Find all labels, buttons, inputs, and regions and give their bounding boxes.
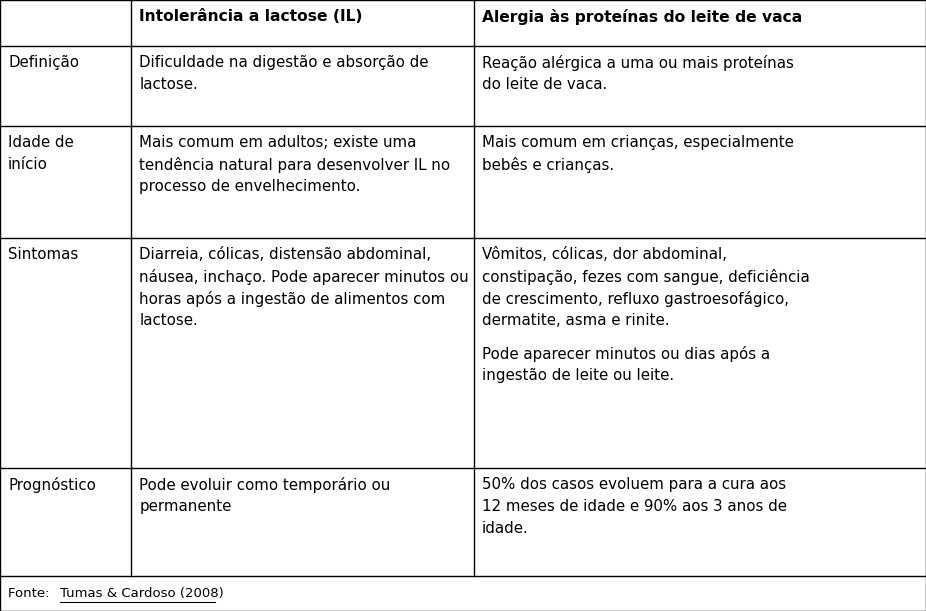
Text: Sintomas: Sintomas bbox=[8, 247, 79, 262]
Text: bebês e crianças.: bebês e crianças. bbox=[482, 157, 614, 173]
Text: Intolerância a lactose (IL): Intolerância a lactose (IL) bbox=[140, 9, 363, 24]
Text: lactose.: lactose. bbox=[140, 313, 198, 328]
Text: Fonte:: Fonte: bbox=[8, 587, 58, 600]
Text: Mais comum em crianças, especialmente: Mais comum em crianças, especialmente bbox=[482, 135, 794, 150]
Text: do leite de vaca.: do leite de vaca. bbox=[482, 77, 607, 92]
Text: Definição: Definição bbox=[8, 55, 79, 70]
Text: Mais comum em adultos; existe uma: Mais comum em adultos; existe uma bbox=[140, 135, 417, 150]
Text: Prognóstico: Prognóstico bbox=[8, 477, 96, 493]
Text: Dificuldade na digestão e absorção de: Dificuldade na digestão e absorção de bbox=[140, 55, 429, 70]
Text: Pode aparecer minutos ou dias após a: Pode aparecer minutos ou dias após a bbox=[482, 346, 770, 362]
Text: Reação alérgica a uma ou mais proteínas: Reação alérgica a uma ou mais proteínas bbox=[482, 55, 794, 71]
Text: idade.: idade. bbox=[482, 521, 529, 536]
Text: processo de envelhecimento.: processo de envelhecimento. bbox=[140, 179, 361, 194]
Text: 12 meses de idade e 90% aos 3 anos de: 12 meses de idade e 90% aos 3 anos de bbox=[482, 499, 787, 514]
Text: lactose.: lactose. bbox=[140, 77, 198, 92]
Text: Tumas & Cardoso (2008): Tumas & Cardoso (2008) bbox=[60, 587, 224, 600]
Text: constipação, fezes com sangue, deficiência: constipação, fezes com sangue, deficiênc… bbox=[482, 269, 810, 285]
Text: Idade de: Idade de bbox=[8, 135, 74, 150]
Text: tendência natural para desenvolver IL no: tendência natural para desenvolver IL no bbox=[140, 157, 451, 173]
Text: 50% dos casos evoluem para a cura aos: 50% dos casos evoluem para a cura aos bbox=[482, 477, 786, 492]
Text: início: início bbox=[8, 157, 48, 172]
Text: dermatite, asma e rinite.: dermatite, asma e rinite. bbox=[482, 313, 669, 328]
Text: permanente: permanente bbox=[140, 499, 232, 514]
Text: Pode evoluir como temporário ou: Pode evoluir como temporário ou bbox=[140, 477, 391, 493]
Text: Diarreia, cólicas, distensão abdominal,: Diarreia, cólicas, distensão abdominal, bbox=[140, 247, 432, 262]
Text: horas após a ingestão de alimentos com: horas após a ingestão de alimentos com bbox=[140, 291, 445, 307]
Text: de crescimento, refluxo gastroesofágico,: de crescimento, refluxo gastroesofágico, bbox=[482, 291, 789, 307]
Text: ingestão de leite ou leite.: ingestão de leite ou leite. bbox=[482, 368, 674, 383]
Text: náusea, inchaço. Pode aparecer minutos ou: náusea, inchaço. Pode aparecer minutos o… bbox=[140, 269, 469, 285]
Text: Alergia às proteínas do leite de vaca: Alergia às proteínas do leite de vaca bbox=[482, 9, 802, 25]
Text: Vômitos, cólicas, dor abdominal,: Vômitos, cólicas, dor abdominal, bbox=[482, 247, 727, 262]
